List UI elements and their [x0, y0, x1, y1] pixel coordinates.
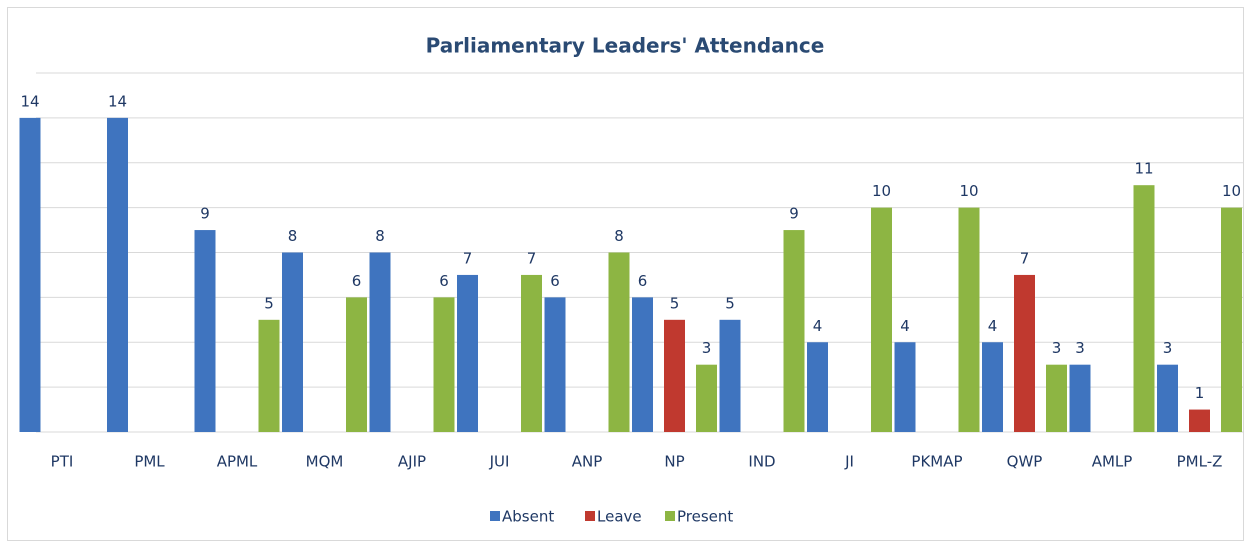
value-label: 3	[1052, 339, 1062, 357]
legend-label: Leave	[597, 508, 642, 526]
x-tick-label: AJIP	[398, 453, 426, 471]
x-tick-label: QWP	[1007, 453, 1043, 471]
bar	[783, 230, 805, 432]
bar	[958, 207, 980, 432]
bar	[1014, 274, 1035, 432]
bar	[1221, 207, 1242, 432]
bar	[1069, 364, 1091, 432]
value-label: 6	[550, 272, 560, 290]
x-tick-label: PTI	[51, 453, 74, 471]
value-label: 6	[439, 272, 449, 290]
bar	[696, 364, 717, 432]
value-label: 6	[638, 272, 648, 290]
x-tick-label: NP	[664, 453, 684, 471]
x-tick-label: AMLP	[1092, 453, 1133, 471]
bar	[521, 274, 542, 432]
bar	[544, 297, 566, 432]
value-label: 4	[988, 317, 998, 335]
x-tick-label: IND	[748, 453, 775, 471]
x-tick-label: ANP	[572, 453, 603, 471]
value-label: 3	[1075, 339, 1085, 357]
value-label: 9	[789, 205, 799, 223]
x-tick-label: MQM	[306, 453, 344, 471]
value-label: 6	[352, 272, 362, 290]
bar	[982, 342, 1003, 432]
x-tick-label: APML	[217, 453, 258, 471]
value-label: 1	[1195, 384, 1205, 402]
bar	[1133, 185, 1155, 432]
value-label: 7	[463, 249, 473, 267]
bar	[632, 297, 653, 432]
bar	[894, 342, 916, 432]
bar	[1157, 364, 1178, 432]
value-label: 10	[872, 182, 891, 200]
value-label: 3	[1163, 339, 1173, 357]
bar	[871, 207, 892, 432]
bar	[369, 252, 391, 432]
legend-swatch	[490, 511, 500, 521]
value-label: 14	[108, 92, 127, 110]
value-label: 10	[959, 182, 978, 200]
value-label: 9	[200, 205, 210, 223]
value-label: 14	[20, 92, 39, 110]
value-label: 8	[375, 227, 385, 245]
legend-swatch	[665, 511, 675, 521]
bar	[433, 297, 455, 432]
legend-label: Present	[677, 508, 733, 526]
value-label: 7	[1020, 249, 1030, 267]
bar	[457, 274, 478, 432]
value-label: 11	[1134, 160, 1153, 178]
bar	[608, 252, 630, 432]
value-label: 5	[670, 294, 680, 312]
value-label: 8	[614, 227, 624, 245]
x-tick-label: PML	[134, 453, 165, 471]
value-label: 8	[288, 227, 298, 245]
value-label: 10	[1222, 182, 1241, 200]
x-tick-label: JUI	[489, 453, 510, 471]
x-tick-label: JI	[844, 453, 854, 471]
bar	[258, 319, 280, 432]
bar	[107, 117, 128, 432]
bar	[346, 297, 367, 432]
value-label: 4	[900, 317, 910, 335]
x-tick-label: PKMAP	[911, 453, 962, 471]
bar	[807, 342, 828, 432]
value-label: 5	[264, 294, 274, 312]
value-label: 4	[813, 317, 823, 335]
bar	[19, 117, 41, 432]
legend-label: Absent	[502, 508, 554, 526]
chart-title: Parliamentary Leaders' Attendance	[426, 34, 825, 58]
bar	[1046, 364, 1067, 432]
value-label: 5	[725, 294, 735, 312]
bar	[664, 319, 685, 432]
value-label: 7	[527, 249, 537, 267]
bar	[1189, 409, 1210, 432]
bar	[194, 230, 216, 432]
value-label: 3	[702, 339, 712, 357]
bar	[282, 252, 303, 432]
legend-swatch	[585, 511, 595, 521]
x-tick-label: PML-Z	[1177, 453, 1223, 471]
bar	[719, 319, 741, 432]
